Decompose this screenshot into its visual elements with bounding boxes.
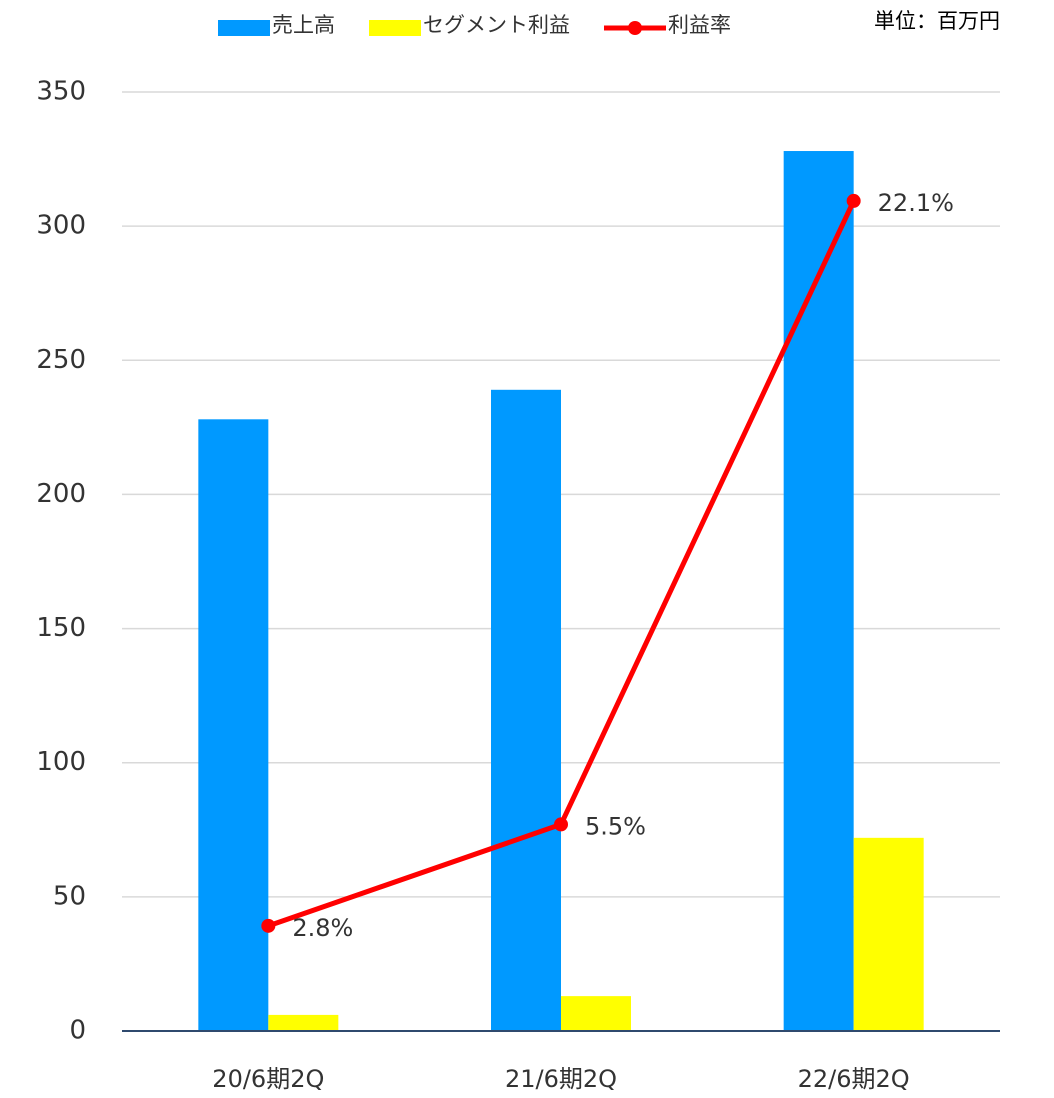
y-tick-label: 200 xyxy=(36,479,86,509)
line-marker xyxy=(554,817,568,832)
x-tick-label: 20/6期2Q xyxy=(212,1065,324,1093)
bar xyxy=(491,389,561,1032)
x-tick-label: 21/6期2Q xyxy=(505,1065,617,1093)
legend-swatch xyxy=(218,20,270,36)
unit-annotation: 単位：百万円 xyxy=(874,9,1000,33)
data-label: 5.5% xyxy=(585,812,646,840)
y-tick-label: 0 xyxy=(69,1016,86,1046)
y-tick-label: 50 xyxy=(53,881,86,911)
x-tick-label: 22/6期2Q xyxy=(798,1065,910,1093)
legend-swatch xyxy=(369,20,421,36)
y-tick-label: 250 xyxy=(36,345,86,375)
legend-marker xyxy=(628,21,642,35)
bar xyxy=(268,1014,339,1031)
y-tick-label: 100 xyxy=(36,747,86,777)
bar xyxy=(198,419,269,1031)
bar xyxy=(853,837,924,1031)
legend-label: 利益率 xyxy=(668,13,731,37)
line-marker xyxy=(261,918,276,933)
y-tick-label: 150 xyxy=(36,613,86,643)
line-marker xyxy=(846,193,861,208)
y-tick-label: 300 xyxy=(36,211,86,241)
data-label: 2.8% xyxy=(292,914,353,942)
legend-label: 売上高 xyxy=(272,13,335,37)
y-tick-label: 350 xyxy=(36,77,86,107)
bar xyxy=(561,996,631,1031)
legend-label: セグメント利益 xyxy=(423,13,570,37)
data-label: 22.1% xyxy=(878,189,954,217)
bar xyxy=(783,151,854,1032)
